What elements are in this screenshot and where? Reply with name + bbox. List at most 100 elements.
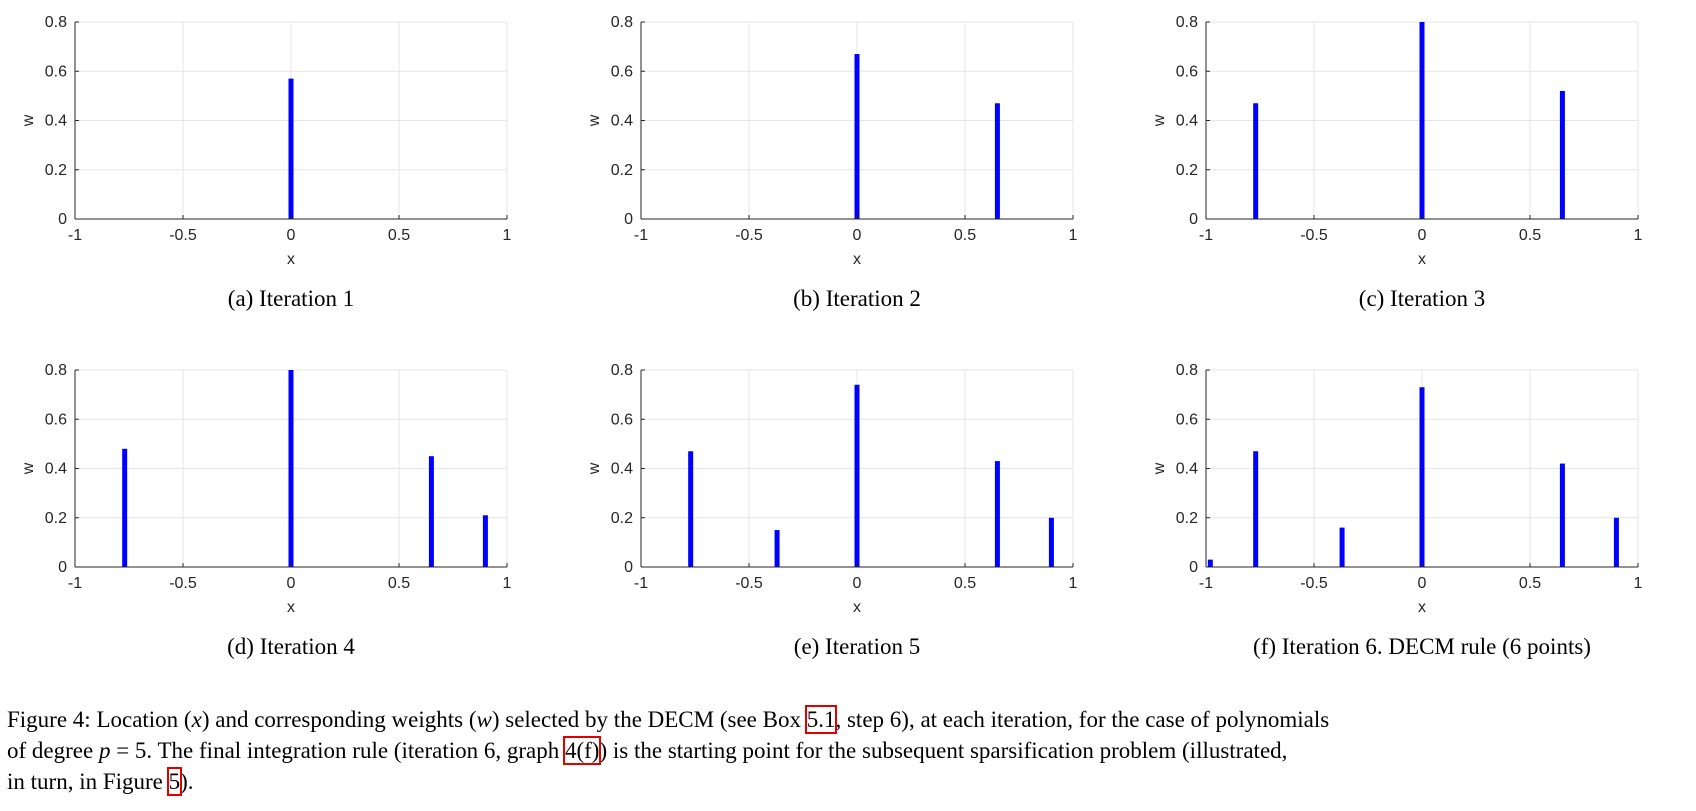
weight-bar	[1559, 463, 1565, 567]
y-tick-label: 0.2	[1176, 510, 1198, 527]
y-tick-label: 0	[58, 211, 67, 228]
y-tick-label: 0	[1189, 559, 1198, 576]
y-tick-label: 0.2	[45, 162, 67, 179]
y-tick-label: 0.8	[1176, 14, 1198, 31]
y-tick-label: 0.4	[611, 461, 633, 478]
figure-caption: Figure 4: Location (x) and corresponding…	[7, 704, 1695, 797]
y-axis-label: w	[20, 114, 37, 127]
y-tick-label: 0.8	[611, 362, 633, 379]
x-tick-label: 0	[287, 575, 296, 592]
x-tick-label: 0.5	[388, 575, 410, 592]
weight-bar	[1048, 517, 1054, 567]
caption-line-3: in turn, in Figure 5).	[7, 767, 194, 796]
y-tick-label: 0.6	[1176, 411, 1198, 428]
y-axis-label: w	[20, 462, 37, 475]
x-tick-label: -1	[68, 227, 82, 244]
figure-reference-link[interactable]: 5	[166, 767, 183, 796]
x-tick-label: 0.5	[954, 227, 976, 244]
chart-panel-6: -1 -0.5 0 0.5 1 0 0.2 0.4 0.6 0.8 x w (f) Iteration …	[1151, 362, 1643, 659]
weight-bar	[288, 370, 294, 567]
x-tick-label: 1	[1069, 227, 1078, 244]
y-tick-label: 0.6	[611, 63, 633, 80]
y-tick-label: 0.6	[611, 411, 633, 428]
caption-line-1: Figure 4: Location (x) and corresponding…	[7, 705, 1330, 734]
y-tick-label: 0.4	[1176, 113, 1198, 130]
y-tick-label: 0.2	[611, 162, 633, 179]
y-tick-label: 0.2	[1176, 162, 1198, 179]
chart-panel-2: -1 -0.5 0 0.5 1 0 0.2 0.4 0.6 0.8 x w (b) Iteration …	[586, 14, 1078, 311]
x-tick-label: -1	[1199, 575, 1213, 592]
weight-bar	[774, 530, 780, 567]
y-tick-label: 0.4	[611, 113, 633, 130]
weight-bar	[1613, 517, 1619, 567]
box-reference-link[interactable]: 5.1	[804, 705, 838, 734]
weight-bar	[1419, 22, 1425, 219]
y-tick-label: 0.2	[45, 510, 67, 527]
chart-panel-4: -1 -0.5 0 0.5 1 0 0.2 0.4 0.6 0.8 x w (d) Iteration …	[20, 362, 512, 659]
x-axis-label: x	[853, 599, 861, 616]
y-axis-label: w	[1151, 114, 1168, 127]
x-tick-label: 1	[503, 227, 512, 244]
weight-bar	[1207, 559, 1213, 567]
x-axis-label: x	[287, 599, 295, 616]
x-tick-label: -0.5	[169, 227, 197, 244]
subfigure-caption: (d) Iteration 4	[227, 634, 355, 659]
y-tick-label: 0	[58, 559, 67, 576]
weight-bar	[854, 384, 860, 567]
y-axis-label: w	[586, 114, 603, 127]
y-tick-label: 0.6	[45, 411, 67, 428]
y-axis-label: w	[1151, 462, 1168, 475]
y-tick-label: 0.6	[45, 63, 67, 80]
x-tick-label: 1	[1634, 227, 1643, 244]
chart-panel-1: -1 -0.5 0 0.5 1 0 0.2 0.4 0.6 0.8 x w (a) Iteration …	[20, 14, 512, 311]
x-tick-label: -0.5	[169, 575, 197, 592]
x-tick-label: -1	[634, 227, 648, 244]
y-tick-label: 0.6	[1176, 63, 1198, 80]
y-tick-label: 0	[1189, 211, 1198, 228]
x-tick-label: -0.5	[1300, 227, 1328, 244]
weight-bar	[854, 54, 860, 220]
weight-bar	[1559, 90, 1565, 219]
x-tick-label: 0.5	[1519, 575, 1541, 592]
weight-bar	[994, 461, 1000, 567]
x-tick-label: -0.5	[735, 227, 763, 244]
x-tick-label: -0.5	[1300, 575, 1328, 592]
graph-reference-link[interactable]: 4(f)	[562, 736, 602, 765]
y-tick-label: 0.4	[45, 113, 67, 130]
x-tick-label: 0	[1418, 575, 1427, 592]
x-tick-label: 0	[853, 227, 862, 244]
y-tick-label: 0.8	[45, 14, 67, 31]
weight-bar	[428, 456, 434, 567]
y-tick-label: 0.8	[45, 362, 67, 379]
y-tick-label: 0.4	[45, 461, 67, 478]
chart-panel-3: -1 -0.5 0 0.5 1 0 0.2 0.4 0.6 0.8 x w (c) Iteration …	[1151, 14, 1643, 311]
x-tick-label: 0	[1418, 227, 1427, 244]
subfigure-caption: (b) Iteration 2	[793, 286, 921, 311]
y-tick-label: 0.4	[1176, 461, 1198, 478]
weight-bar	[1339, 527, 1345, 567]
weight-bar	[1253, 451, 1259, 567]
chart-panel-5: -1 -0.5 0 0.5 1 0 0.2 0.4 0.6 0.8 x w (e) Iteration …	[586, 362, 1078, 659]
y-tick-label: 0.8	[611, 14, 633, 31]
x-tick-label: 0	[287, 227, 296, 244]
weight-bar	[1253, 103, 1259, 219]
subfigure-caption: (e) Iteration 5	[794, 634, 920, 659]
x-axis-label: x	[287, 251, 295, 268]
x-tick-label: -1	[634, 575, 648, 592]
weight-bar	[1419, 387, 1425, 567]
x-tick-label: 1	[1069, 575, 1078, 592]
x-tick-label: 0.5	[388, 227, 410, 244]
y-tick-label: 0	[624, 559, 633, 576]
weight-bar	[482, 515, 488, 567]
x-tick-label: -1	[68, 575, 82, 592]
weight-bar	[688, 451, 694, 567]
subfigure-caption: (c) Iteration 3	[1359, 286, 1485, 311]
caption-line-2: of degree p = 5. The final integration r…	[7, 736, 1288, 765]
y-tick-label: 0	[624, 211, 633, 228]
x-tick-label: 1	[1634, 575, 1643, 592]
x-axis-label: x	[853, 251, 861, 268]
y-tick-label: 0.2	[611, 510, 633, 527]
weight-bar	[994, 103, 1000, 219]
weight-bar	[122, 448, 128, 567]
